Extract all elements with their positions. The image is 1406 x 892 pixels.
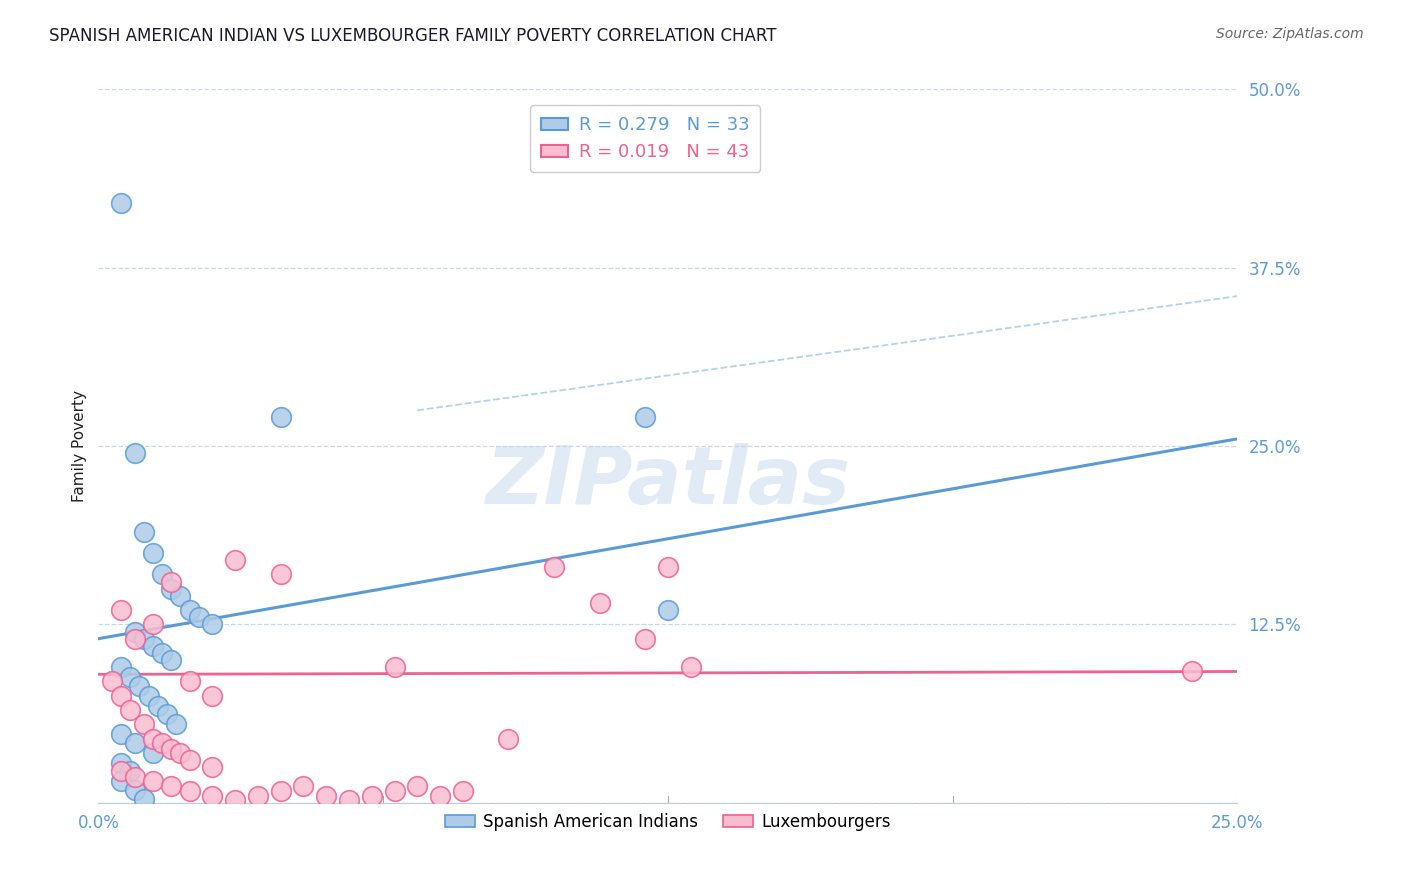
Point <box>110 774 132 789</box>
Point <box>146 698 169 713</box>
Point <box>384 784 406 798</box>
Point <box>201 617 224 632</box>
Point <box>142 546 165 560</box>
Y-axis label: Family Poverty: Family Poverty <box>72 390 87 502</box>
Legend: Spanish American Indians, Luxembourgers: Spanish American Indians, Luxembourgers <box>439 806 897 838</box>
Point <box>142 731 165 746</box>
Point <box>224 553 246 567</box>
Point <box>201 689 224 703</box>
Point <box>150 567 173 582</box>
Point <box>588 596 610 610</box>
Point <box>224 793 246 807</box>
Point <box>110 756 132 770</box>
Point <box>128 679 150 693</box>
Point <box>634 632 657 646</box>
Point <box>110 689 132 703</box>
Point <box>132 524 155 539</box>
Point <box>160 574 183 589</box>
Point <box>120 764 142 779</box>
Point <box>156 707 179 722</box>
Point <box>110 660 132 674</box>
Point <box>120 670 142 684</box>
Point <box>124 783 146 797</box>
Point <box>110 727 132 741</box>
Point <box>292 779 315 793</box>
Point <box>657 603 679 617</box>
Point <box>169 589 191 603</box>
Point <box>160 779 183 793</box>
Point <box>360 789 382 803</box>
Text: Source: ZipAtlas.com: Source: ZipAtlas.com <box>1216 27 1364 41</box>
Point <box>101 674 124 689</box>
Point <box>160 582 183 596</box>
Point <box>124 736 146 750</box>
Point <box>150 736 173 750</box>
Point <box>142 774 165 789</box>
Point <box>132 632 155 646</box>
Point <box>1181 665 1204 679</box>
Point <box>142 746 165 760</box>
Point <box>110 196 132 211</box>
Point <box>179 674 201 689</box>
Point <box>169 746 191 760</box>
Point <box>498 731 520 746</box>
Point <box>160 653 183 667</box>
Point <box>201 760 224 774</box>
Point <box>270 567 292 582</box>
Point <box>124 446 146 460</box>
Text: SPANISH AMERICAN INDIAN VS LUXEMBOURGER FAMILY POVERTY CORRELATION CHART: SPANISH AMERICAN INDIAN VS LUXEMBOURGER … <box>49 27 776 45</box>
Point <box>142 639 165 653</box>
Point <box>634 410 657 425</box>
Point <box>246 789 269 803</box>
Point <box>657 560 679 574</box>
Point <box>179 603 201 617</box>
Point <box>124 632 146 646</box>
Point <box>124 770 146 784</box>
Point <box>142 617 165 632</box>
Text: ZIPatlas: ZIPatlas <box>485 442 851 521</box>
Point <box>179 753 201 767</box>
Point <box>110 603 132 617</box>
Point <box>337 793 360 807</box>
Point <box>406 779 429 793</box>
Point <box>451 784 474 798</box>
Point <box>201 789 224 803</box>
Point <box>315 789 337 803</box>
Point <box>124 624 146 639</box>
Point <box>138 689 160 703</box>
Point <box>179 784 201 798</box>
Point <box>384 660 406 674</box>
Point <box>543 560 565 574</box>
Point <box>187 610 209 624</box>
Point <box>270 784 292 798</box>
Point <box>160 741 183 756</box>
Point <box>110 764 132 779</box>
Point <box>165 717 187 731</box>
Point <box>679 660 702 674</box>
Point <box>150 646 173 660</box>
Point <box>132 791 155 805</box>
Point <box>132 717 155 731</box>
Point <box>120 703 142 717</box>
Point <box>270 410 292 425</box>
Point <box>429 789 451 803</box>
